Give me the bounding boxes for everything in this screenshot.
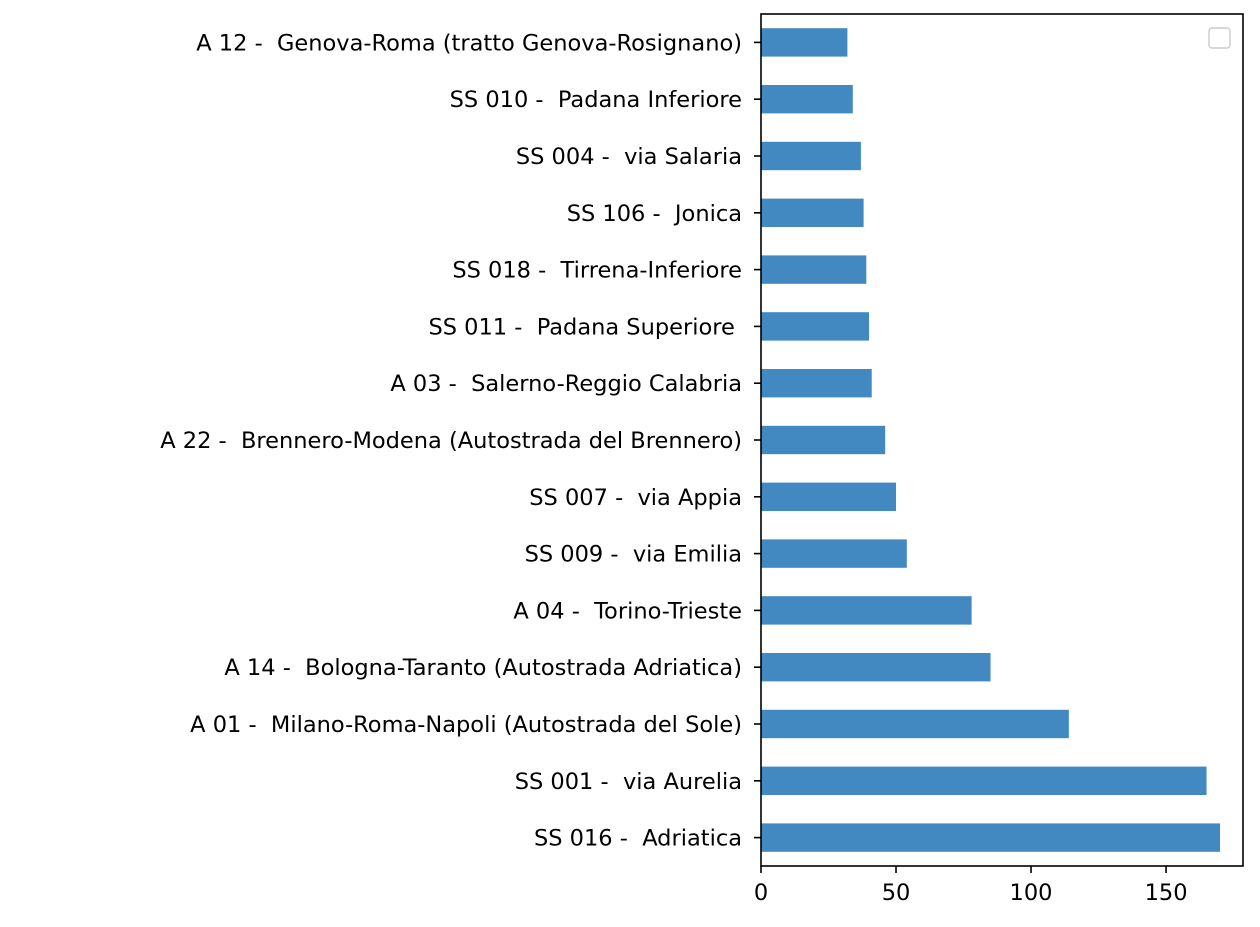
y-tick-label: SS 004 - via Salaria: [516, 144, 742, 170]
x-tick-label: 50: [882, 880, 911, 906]
bar: [761, 766, 1207, 795]
bar: [761, 28, 848, 57]
bar: [761, 596, 972, 625]
bar: [761, 369, 872, 398]
bar: [761, 85, 853, 114]
bar: [761, 141, 861, 171]
legend-box: [1208, 27, 1231, 49]
bar: [761, 255, 867, 284]
x-axis-ticks: 0 50 100 150: [754, 866, 1188, 906]
y-tick-label: A 01 - Milano-Roma-Napoli (Autostrada de…: [190, 712, 742, 738]
plot-frame: [760, 13, 1244, 867]
y-tick-label: A 12 - Genova-Roma (tratto Genova-Rosign…: [196, 30, 742, 56]
y-tick-label: SS 011 - Padana Superiore: [428, 314, 742, 340]
y-tick-label: A 14 - Bologna-Taranto (Autostrada Adria…: [224, 655, 742, 681]
y-tick-label: A 22 - Brennero-Modena (Autostrada del B…: [160, 428, 742, 454]
y-tick-label: SS 018 - Tirrena-Inferiore: [452, 258, 742, 284]
bars-layer: [761, 28, 1221, 852]
y-tick-label: SS 007 - via Appia: [529, 485, 742, 511]
bar: [761, 312, 870, 341]
y-tick-label: SS 009 - via Emilia: [525, 542, 742, 568]
y-tick-label: SS 001 - via Aurelia: [515, 769, 742, 795]
y-tick-label: SS 106 - Jonica: [567, 201, 742, 227]
x-tick-label: 0: [754, 880, 768, 906]
bar: [761, 653, 991, 682]
bar: [761, 709, 1069, 739]
bar: [761, 482, 897, 511]
bar: [761, 539, 907, 568]
x-tick-label: 150: [1145, 880, 1188, 906]
y-tick-label: SS 016 - Adriatica: [534, 826, 742, 852]
y-tick-label: SS 010 - Padana Inferiore: [450, 87, 742, 113]
bar: [761, 198, 864, 227]
x-tick-label: 100: [1010, 880, 1053, 906]
bar: [761, 425, 886, 455]
bar: [761, 823, 1221, 852]
y-axis-ticks: SS 016 - Adriatica SS 001 - via Aurelia A …: [160, 30, 761, 852]
y-tick-label: A 04 - Torino-Trieste: [513, 598, 742, 624]
y-tick-label: A 03 - Salerno-Reggio Calabria: [390, 371, 742, 397]
